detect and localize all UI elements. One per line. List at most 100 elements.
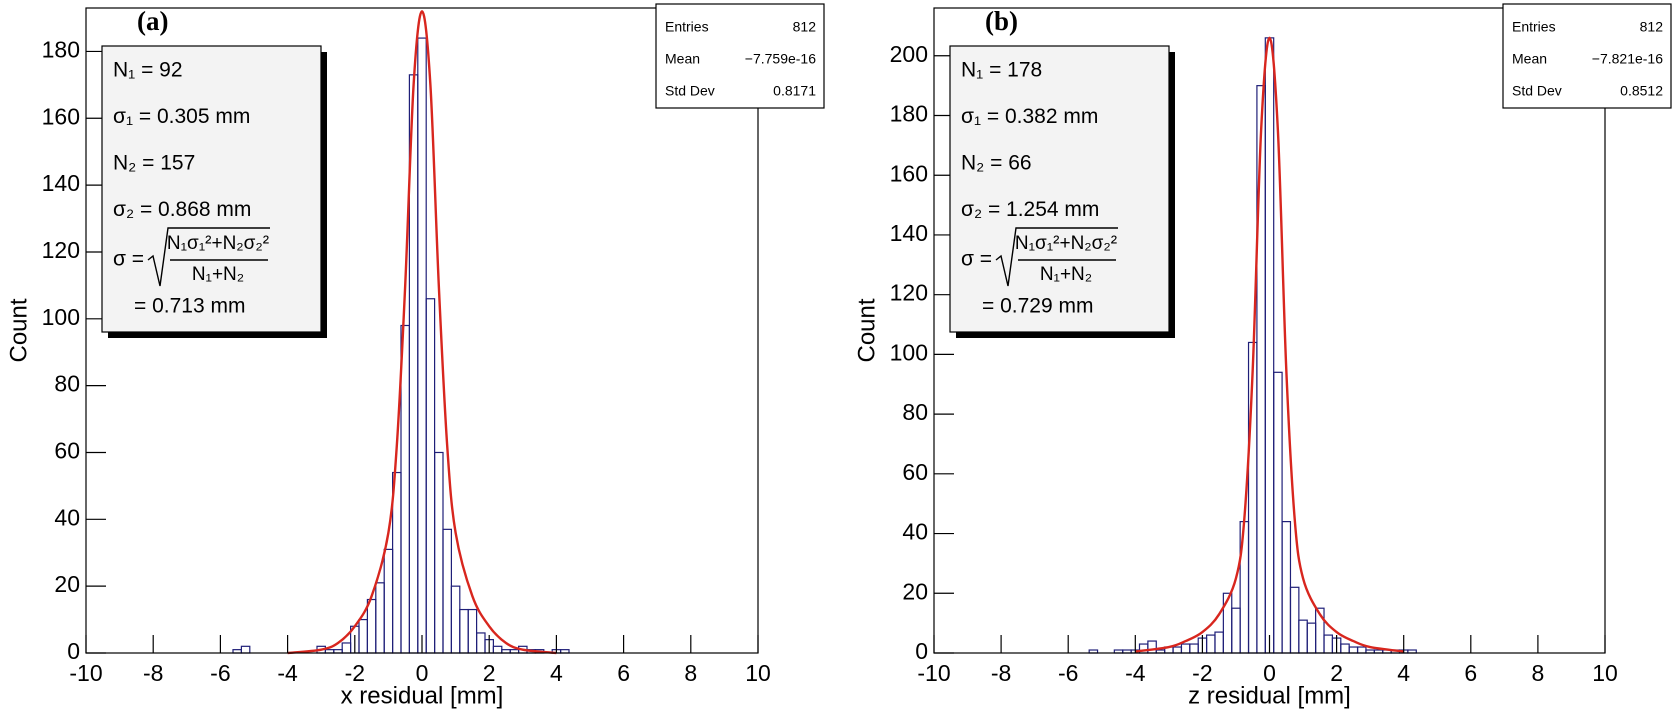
stats-label: Std Dev [665,83,715,99]
y-tick-label: 60 [54,438,80,464]
histogram-bin [450,585,461,654]
x-tick-label: -2 [345,660,365,686]
x-tick-label: 8 [684,660,697,686]
histogram-bin [492,645,503,654]
x-axis-title: z residual [mm] [1188,682,1351,709]
fit-parameter: N₁ = 178 [961,59,1042,82]
y-tick-label: 120 [42,237,80,263]
histogram-bin [1356,646,1367,654]
histogram-bin [1298,619,1308,654]
histogram-bin [341,642,352,654]
y-axis-title: Count [853,298,880,362]
fit-curve [287,10,557,655]
x-tick-label: 0 [1263,660,1276,686]
x-axis-title: x residual [mm] [341,682,504,709]
sqrt-sign [147,227,270,287]
stats-box [1502,3,1672,109]
x-tick-label: -6 [1058,660,1078,686]
stats-value: −7.821e-16 [1592,51,1663,67]
x-tick-label: 4 [550,660,563,686]
y-tick-label: 140 [42,170,80,196]
histogram-bin [459,608,469,654]
stats-value: 0.8171 [773,83,816,99]
histogram-bin [1273,371,1283,654]
fit-parameter: σ₂ = 0.868 mm [113,198,251,221]
x-tick-label: 10 [1592,660,1618,686]
formula-result: = 0.713 mm [134,295,245,318]
fit-parameter: σ₂ = 1.254 mm [961,198,1099,221]
y-tick-label: 160 [890,160,928,186]
histogram-bin [1231,607,1241,654]
y-tick-label: 100 [890,339,928,365]
histogram-bin [375,582,385,654]
histogram-bin [434,451,444,654]
histogram-bin [425,298,436,654]
fit-parameter: N₁ = 92 [113,59,183,82]
histogram-bin [417,37,427,654]
x-tick-label: -10 [917,660,950,686]
y-tick-label: 160 [42,103,80,129]
fit-parameter: σ₁ = 0.382 mm [961,105,1098,128]
histogram-bin [1205,634,1216,654]
y-tick-label: 60 [902,459,928,485]
histogram-bin [358,618,368,654]
histogram-bin [1180,643,1191,654]
y-tick-label: 180 [890,101,928,127]
x-tick-label: -4 [1125,660,1146,686]
stats-value: −7.759e-16 [745,51,816,67]
stats-label: Std Dev [1512,83,1562,99]
y-tick-label: 40 [902,519,928,545]
fit-curve [1135,36,1404,653]
fit-box [949,45,1170,333]
histogram-bin [1306,622,1317,654]
histogram-bin [476,632,486,654]
fit-parameter: N₂ = 66 [961,152,1032,175]
histogram-bin [1172,646,1183,654]
y-tick-label: 120 [890,280,928,306]
stats-label: Mean [665,51,700,67]
y-tick-label: 20 [54,571,80,597]
stats-label: Entries [665,19,709,35]
x-tick-label: 2 [1330,660,1343,686]
histogram-bin [400,324,410,654]
y-tick-label: 0 [915,638,928,664]
fit-parameter: σ₁ = 0.305 mm [113,105,250,128]
formula-denominator: N₁+N₂ [192,264,244,285]
histogram-bin [1256,85,1266,654]
y-tick-label: 200 [890,41,928,67]
formula-lhs: σ = [113,248,144,271]
histogram-bin [1214,631,1224,654]
x-tick-label: 4 [1397,660,1410,686]
panel: -10 -8 -6 -4 -2 0 2 4 6 8 100204060801001201401601… [5,3,825,709]
x-tick-label: -2 [1192,660,1212,686]
y-axis-title: Count [5,298,32,362]
x-tick-label: 10 [745,660,771,686]
fit-box [101,45,322,333]
formula-numerator: N₁σ₁²+N₂σ₂² [167,233,269,254]
histogram-bin [1323,634,1334,654]
x-tick-label: -8 [991,660,1011,686]
histogram-bin [1289,586,1300,654]
histogram-bin [366,598,377,654]
histogram-bin [1264,37,1275,654]
histogram-bin [240,645,251,654]
formula-numerator: N₁σ₁²+N₂σ₂² [1015,233,1117,254]
y-tick-label: 80 [902,399,928,425]
y-tick-label: 20 [902,578,928,604]
panel-label: (a) [137,6,168,36]
histogram-bin [467,608,478,654]
y-tick-label: 80 [54,371,80,397]
stats-value: 812 [1640,19,1664,35]
panel-label: (b) [985,6,1018,36]
histogram-bin [1189,643,1199,654]
histogram-bin [392,471,402,654]
histogram-bin [1281,521,1292,654]
y-tick-label: 140 [890,220,928,246]
x-tick-label: 8 [1532,660,1545,686]
stats-value: 812 [793,19,817,35]
sqrt-sign [995,227,1118,287]
x-tick-label: -10 [69,660,102,686]
x-tick-label: -8 [143,660,163,686]
fit-parameter: N₂ = 157 [113,152,195,175]
